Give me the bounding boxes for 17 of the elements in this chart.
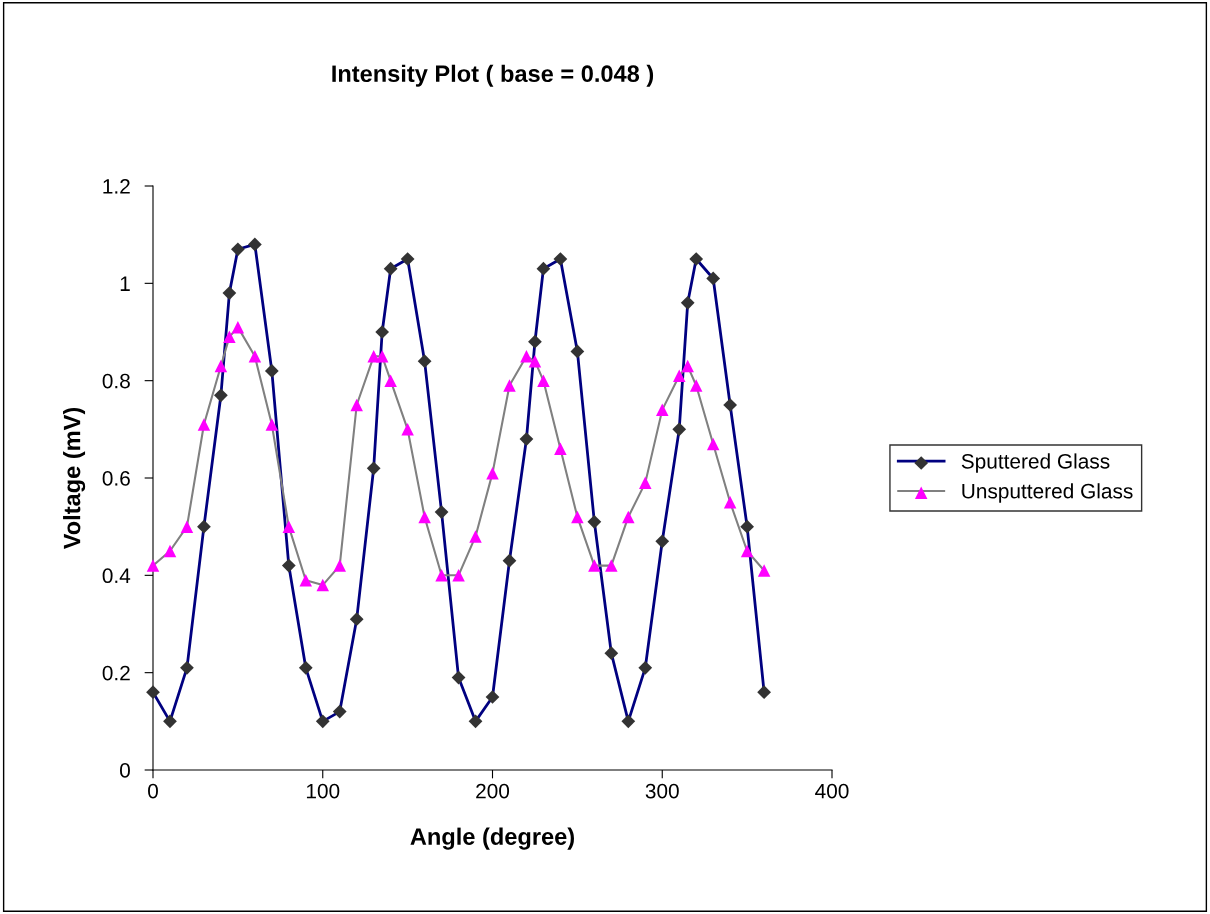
y-tick-label: 0.8	[102, 373, 130, 389]
y-tick-label: 0	[120, 763, 130, 778]
x-tick-label: 400	[815, 783, 849, 799]
y-tick-label: 1	[120, 276, 130, 291]
legend-label: Sputtered Glass	[961, 453, 1110, 473]
x-tick-label: 100	[306, 783, 340, 799]
y-tick-label: 0.4	[102, 568, 131, 584]
y-axis-title: Voltage (mV)	[63, 407, 86, 550]
y-tick-label: 0.6	[102, 471, 130, 486]
legend-label: Unsputtered Glass	[962, 483, 1133, 503]
x-tick-label: 200	[476, 783, 510, 799]
y-tick-label: 0.2	[102, 665, 130, 681]
chart-title: Intensity Plot ( base = 0.048 )	[332, 64, 654, 87]
x-tick-label: 300	[645, 783, 679, 799]
y-tick-label: 1.2	[103, 179, 130, 194]
x-axis-title: Angle (degree)	[410, 827, 574, 850]
x-tick-label: 0	[148, 783, 158, 799]
